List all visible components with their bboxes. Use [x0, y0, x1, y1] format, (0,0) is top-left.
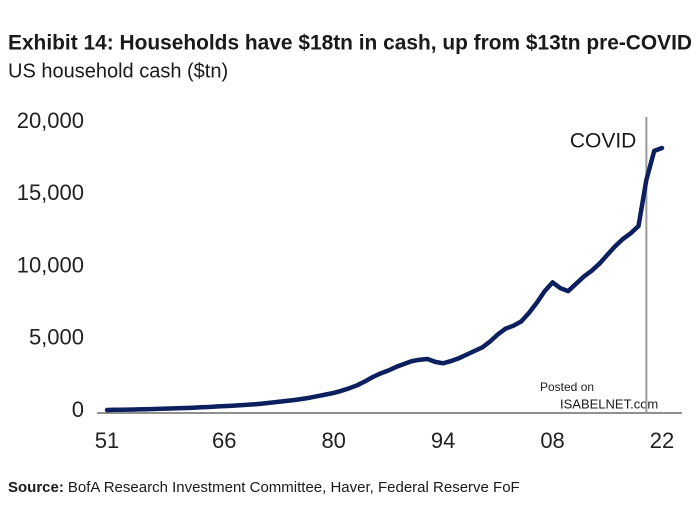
x-tick-label: 22 — [650, 428, 674, 453]
x-tick-label: 94 — [431, 428, 455, 453]
x-tick-label: 66 — [212, 428, 236, 453]
annotation-label: COVID — [570, 130, 637, 153]
x-tick-label: 51 — [95, 428, 119, 453]
source-label: Source: — [8, 479, 64, 496]
x-tick-label: 80 — [321, 428, 345, 453]
y-tick-label: 5,000 — [29, 325, 84, 350]
x-tick-label: 08 — [540, 428, 564, 453]
y-tick-label: 20,000 — [17, 108, 84, 133]
source-text: BofA Research Investment Committee, Have… — [68, 479, 520, 496]
watermark: ISABELNET.com — [560, 396, 658, 411]
watermark: Posted on — [540, 380, 594, 394]
y-tick-label: 10,000 — [17, 252, 84, 277]
y-tick-label: 0 — [72, 397, 84, 422]
chart-subtitle: US household cash ($tn) — [8, 60, 228, 82]
line-series — [104, 145, 665, 413]
y-tick-label: 15,000 — [17, 180, 84, 205]
source: Source: BofA Research Investment Committe… — [8, 479, 520, 496]
chart-title: Exhibit 14: Households have $18tn in cas… — [8, 32, 692, 55]
